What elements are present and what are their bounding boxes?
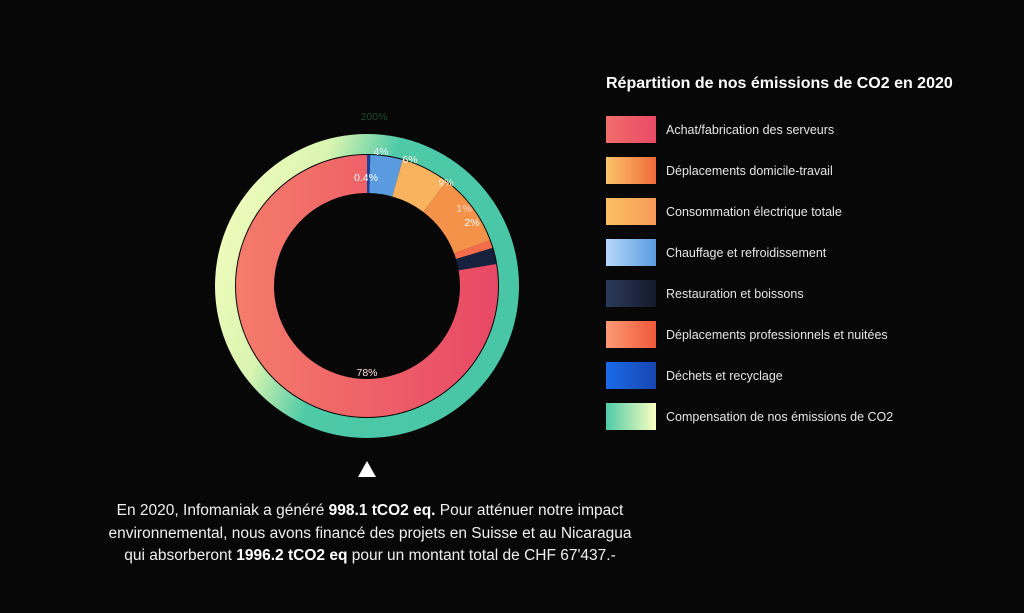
legend-label: Restauration et boissons (666, 286, 804, 301)
legend-swatch (606, 321, 656, 348)
donut-slice (454, 240, 493, 260)
legend-label: Déchets et recyclage (666, 368, 783, 383)
triangle-up-icon (358, 461, 376, 477)
legend-swatch (606, 239, 656, 266)
slice-label: 200% (361, 111, 388, 123)
chart-legend: Répartition de nos émissions de CO2 en 2… (606, 72, 986, 444)
inner-ring-emissions (236, 155, 498, 417)
donut-slice (456, 248, 497, 271)
legend-item: Achat/fabrication des serveurs (606, 116, 986, 143)
legend-item: Déplacements domicile-travail (606, 157, 986, 184)
legend-item: Consommation électrique totale (606, 198, 986, 225)
nested-donut-chart: 0.4% 4% 6% 9% 1% 2% 78% 200% (215, 111, 519, 438)
slice-label: 2% (464, 217, 479, 229)
legend-label: Déplacements professionnels et nuitées (666, 327, 888, 342)
emissions-total: 998.1 tCO2 eq. (328, 502, 436, 519)
legend-item: Chauffage et refroidissement (606, 239, 986, 266)
slice-label: 1% (456, 203, 471, 215)
legend-label: Compensation de nos émissions de CO2 (666, 409, 894, 424)
legend-item: Compensation de nos émissions de CO2 (606, 403, 986, 430)
legend-label: Chauffage et refroidissement (666, 245, 827, 260)
slice-labels: 0.4% 4% 6% 9% 1% 2% 78% 200% (354, 111, 480, 379)
legend-swatch (606, 280, 656, 307)
legend-swatch (606, 362, 656, 389)
donut-slice (392, 159, 447, 213)
legend-label: Déplacements domicile-travail (666, 163, 833, 178)
legend-swatch (606, 403, 656, 430)
slice-label: 9% (438, 177, 453, 189)
legend-swatch (606, 157, 656, 184)
slice-label: 78% (356, 367, 377, 379)
summary-text: En 2020, Infomaniak a généré 998.1 tCO2 … (100, 500, 640, 568)
legend-item: Déchets et recyclage (606, 362, 986, 389)
donut-slice (423, 181, 490, 254)
slice-label: 4% (373, 146, 388, 158)
summary-part-1: En 2020, Infomaniak a généré (116, 502, 329, 519)
legend-title: Répartition de nos émissions de CO2 en 2… (606, 75, 953, 92)
legend-swatch (606, 198, 656, 225)
legend-swatch (606, 116, 656, 143)
summary-part-2: Pour atténuer notre impact environnement… (108, 502, 632, 564)
legend-item: Déplacements professionnels et nuitées (606, 321, 986, 348)
legend-label: Consommation électrique totale (666, 204, 842, 219)
legend-item: Restauration et boissons (606, 280, 986, 307)
legend-label: Achat/fabrication des serveurs (666, 122, 835, 137)
donut-slice (367, 155, 371, 194)
summary-part-3: pour un montant total de CHF 67'437.- (347, 547, 616, 564)
slice-label: 6% (402, 154, 417, 166)
absorption-total: 1996.2 tCO2 eq (236, 547, 348, 564)
donut-slice (369, 155, 403, 197)
slice-label: 0.4% (354, 172, 378, 184)
